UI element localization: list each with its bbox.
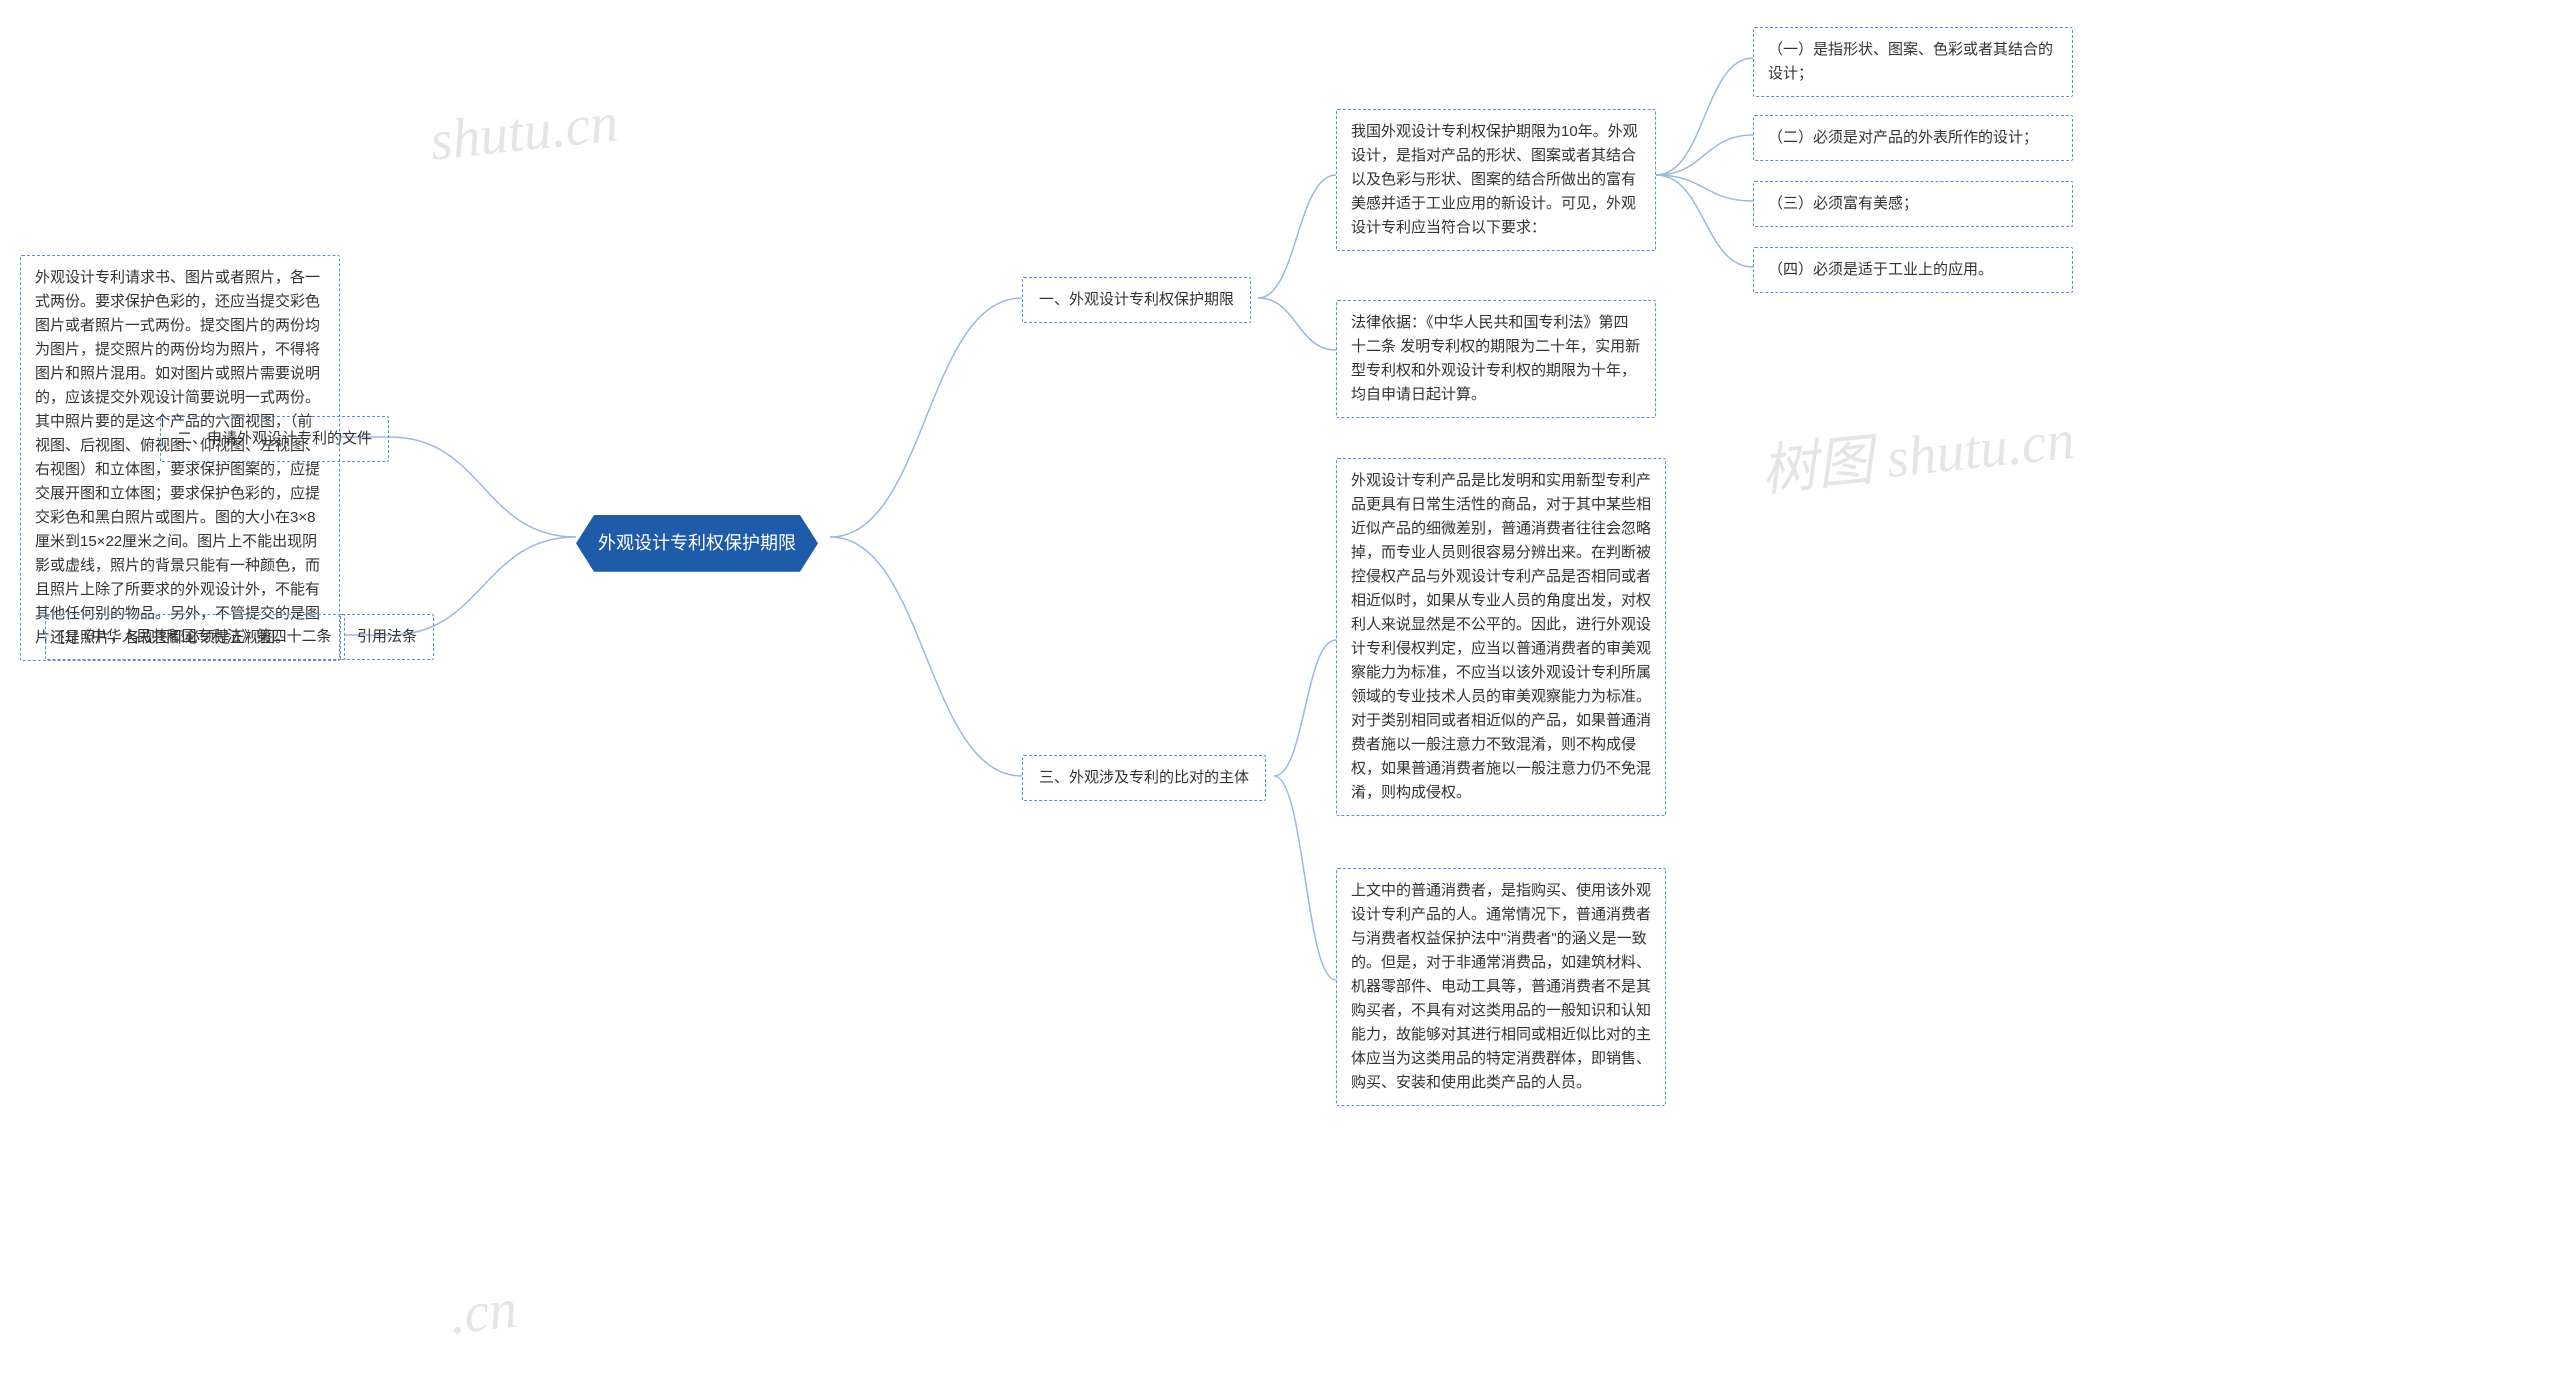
branch-4: 引用法条 — [340, 614, 434, 660]
leaf-b1a: 我国外观设计专利权保护期限为10年。外观设计，是指对产品的形状、图案或者其结合以… — [1336, 109, 1656, 251]
branch-3: 三、外观涉及专利的比对的主体 — [1022, 755, 1266, 801]
leaf-b1a-1: （一）是指形状、图案、色彩或者其结合的设计； — [1753, 27, 2073, 97]
watermark-1: shutu.cn — [427, 90, 621, 173]
leaf-b1b: 法律依据：《中华人民共和国专利法》第四十二条 发明专利权的期限为二十年，实用新型… — [1336, 300, 1656, 418]
leaf-b2a: 外观设计专利请求书、图片或者照片，各一式两份。要求保护色彩的，还应当提交彩色图片… — [20, 255, 340, 661]
watermark-2: 树图 shutu.cn — [1757, 394, 2078, 507]
leaf-b4a: [1]《中华人民共和国专利法》第四十二条 — [45, 614, 345, 660]
leaf-b1a-3: （三）必须富有美感； — [1753, 181, 2073, 227]
leaf-b1a-2: （二）必须是对产品的外表所作的设计； — [1753, 115, 2073, 161]
branch-1: 一、外观设计专利权保护期限 — [1022, 277, 1251, 323]
root-node: 外观设计专利权保护期限 — [576, 515, 818, 572]
watermark-3: .cn — [447, 1277, 520, 1348]
leaf-b1a-4: （四）必须是适于工业上的应用。 — [1753, 247, 2073, 293]
leaf-b3a: 外观设计专利产品是比发明和实用新型专利产品更具有日常生活性的商品，对于其中某些相… — [1336, 458, 1666, 816]
leaf-b3b: 上文中的普通消费者，是指购买、使用该外观设计专利产品的人。通常情况下，普通消费者… — [1336, 868, 1666, 1106]
connectors-svg — [0, 0, 2560, 1379]
